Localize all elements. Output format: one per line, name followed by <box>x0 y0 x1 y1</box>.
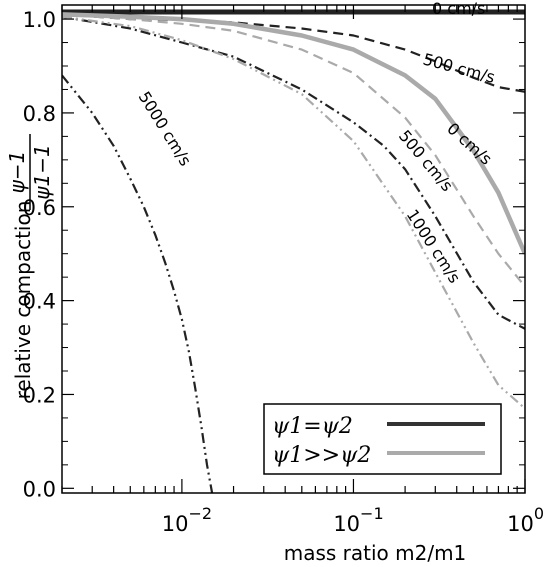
annotation-dark-0: 0 cm/s <box>432 0 485 18</box>
y-tick-label: 0.0 <box>23 477 56 501</box>
plot-frame <box>61 4 526 494</box>
x-axis-label: mass ratio m2/m1 <box>284 541 467 565</box>
y-axis-label-group: relative compaction ψ−1 ψ1−1 <box>5 134 54 399</box>
y-tick-label: 0.8 <box>23 102 56 126</box>
series-line-4 <box>62 12 525 255</box>
x-tick-label: 10−1 <box>333 504 383 536</box>
tick-layer: 0.0 0.2 0.4 0.6 0.8 1.0 10−2 10−1 100 <box>23 5 544 536</box>
x-tick-label: 10−2 <box>162 504 212 536</box>
series-line-5 <box>62 13 525 288</box>
legend-box <box>263 403 502 475</box>
legend: ψ1=ψ2 ψ1>>ψ2 <box>263 403 502 475</box>
y-formula-denominator: ψ1−1 <box>30 144 54 199</box>
y-tick-label: 0.4 <box>23 290 56 314</box>
series-line-6 <box>62 15 525 410</box>
series-line-3 <box>62 74 214 493</box>
series-line-2 <box>62 15 525 330</box>
x-tick-label: 100 <box>507 504 544 536</box>
y-tick-label: 1.0 <box>23 8 56 32</box>
y-tick-label: 0.2 <box>23 383 56 407</box>
y-formula-numerator: ψ−1 <box>5 151 29 194</box>
legend-label-greater: ψ1>>ψ2 <box>272 443 371 468</box>
legend-label-equal: ψ1=ψ2 <box>272 414 353 439</box>
y-axis-label: relative compaction <box>11 201 35 400</box>
series-layer <box>62 9 525 493</box>
y-tick-label: 0.6 <box>23 196 56 220</box>
